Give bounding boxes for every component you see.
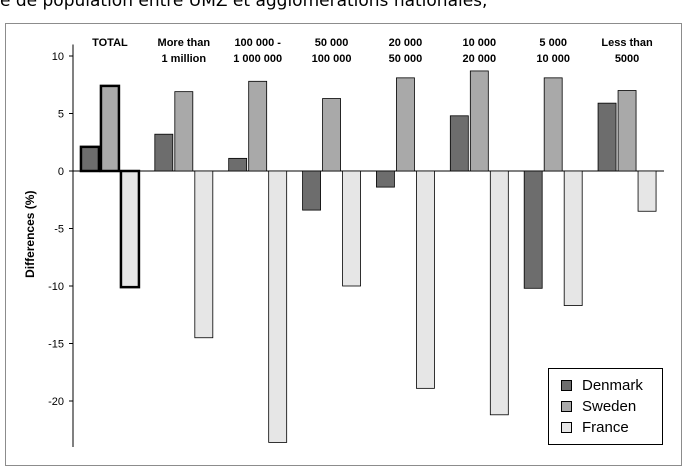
category-label: 10 000 <box>536 53 570 65</box>
bar-denmark <box>302 170 321 211</box>
bar-denmark <box>79 145 101 173</box>
legend-swatch <box>561 421 572 433</box>
bar-france <box>416 170 435 389</box>
bar-denmark <box>523 170 543 289</box>
chart-legend: Denmark Sweden France <box>548 368 663 445</box>
category-label: 1 million <box>162 53 207 65</box>
legend-item-denmark: Denmark <box>561 376 643 394</box>
category-label: 20 000 <box>462 53 496 65</box>
bar-denmark <box>154 133 174 172</box>
legend-label: Sweden <box>582 397 637 415</box>
category-label: 50 000 <box>315 37 349 49</box>
bar-denmark <box>228 157 248 172</box>
bar-sweden <box>396 77 415 172</box>
bar-sweden <box>617 90 637 172</box>
legend-item-sweden: Sweden <box>561 397 636 415</box>
y-tick-label: -10 <box>48 281 64 293</box>
bar-france <box>489 170 509 416</box>
category-label: Less than <box>601 37 653 49</box>
y-axis-label: Differences (%) <box>23 191 37 278</box>
bar-sweden <box>322 98 341 172</box>
bar-france <box>119 169 141 289</box>
category-label: 100 000 - <box>234 37 281 49</box>
category-label: 100 000 <box>312 53 352 65</box>
category-label: 20 000 <box>389 37 423 49</box>
legend-swatch <box>561 400 572 412</box>
bar-denmark <box>449 115 469 172</box>
category-label: More than <box>158 37 211 49</box>
category-label: 10 000 <box>462 37 496 49</box>
bar-denmark <box>597 102 617 172</box>
y-tick-label: -15 <box>48 339 64 351</box>
category-label: TOTAL <box>92 37 128 49</box>
bar-sweden <box>174 91 194 172</box>
bar-france <box>563 170 583 306</box>
legend-label: Denmark <box>582 376 643 394</box>
chart-frame <box>5 23 682 466</box>
bar-sweden <box>248 80 268 172</box>
category-label: 1 000 000 <box>233 53 282 65</box>
bar-france <box>637 170 657 212</box>
category-label: 50 000 <box>389 53 423 65</box>
y-tick-label: 10 <box>52 51 64 63</box>
y-tick-label: 0 <box>58 166 64 178</box>
bar-sweden <box>99 84 121 173</box>
category-label: 5000 <box>615 53 639 65</box>
y-tick-label: -20 <box>48 396 64 408</box>
y-tick-label: -5 <box>54 224 64 236</box>
bar-sweden <box>469 70 489 172</box>
legend-item-france: France <box>561 418 629 436</box>
legend-swatch <box>561 379 572 391</box>
bar-denmark <box>376 170 395 188</box>
bar-france <box>268 170 288 443</box>
bar-france <box>194 170 214 339</box>
legend-label: France <box>582 418 629 436</box>
bar-sweden <box>543 77 563 172</box>
y-tick-label: 5 <box>58 109 64 121</box>
bar-france <box>342 170 361 287</box>
category-label: 5 000 <box>539 37 567 49</box>
page-caption: e de population entre UMZ et agglomérati… <box>0 0 488 11</box>
